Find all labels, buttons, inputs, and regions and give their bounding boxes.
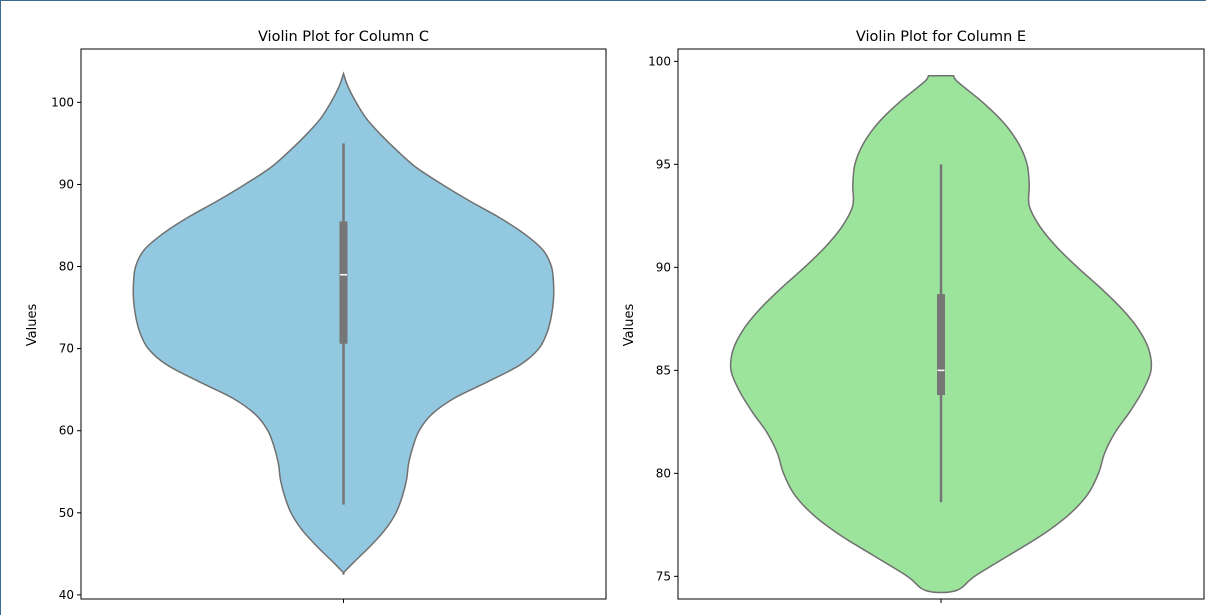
iqr-box xyxy=(937,294,945,396)
panel-column-e: Violin Plot for Column E Values 75 80 85 90… xyxy=(622,29,1205,603)
y-tick-label: 60 xyxy=(59,424,74,438)
y-tick-label: 100 xyxy=(51,95,74,109)
y-tick-label: 40 xyxy=(59,588,74,602)
y-tick-label: 75 xyxy=(656,569,671,583)
y-tick-label: 90 xyxy=(656,260,671,274)
y-tick-label: 85 xyxy=(656,363,671,377)
y-tick-label: 100 xyxy=(648,54,671,68)
iqr-box xyxy=(339,221,348,344)
panel-column-c: Violin Plot for Column C Values 40 50 60 70… xyxy=(25,29,607,603)
plot-area-column-e: 75 80 85 90 95 100 xyxy=(648,48,1205,603)
chart-title-column-c: Violin Plot for Column C xyxy=(258,29,429,45)
y-axis-label-column-c: Values xyxy=(25,304,40,347)
y-tick-label: 50 xyxy=(59,506,74,520)
y-tick-label: 80 xyxy=(59,260,74,274)
chart-title-column-e: Violin Plot for Column E xyxy=(856,29,1026,45)
y-axis-label-column-e: Values xyxy=(622,304,637,347)
y-tick-label: 80 xyxy=(656,466,671,480)
y-tick-label: 90 xyxy=(59,177,74,191)
y-tick-label: 70 xyxy=(59,342,74,356)
plot-area-column-c: 40 50 60 70 80 90 100 xyxy=(51,48,607,603)
y-tick-label: 95 xyxy=(656,157,671,171)
